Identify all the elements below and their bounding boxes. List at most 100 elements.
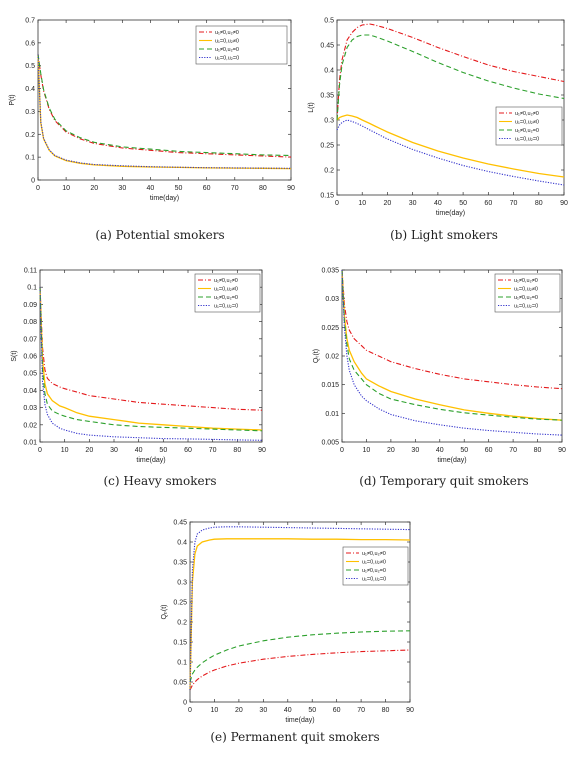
y-tick-label: 0.45 — [320, 43, 334, 50]
series-line-1 — [336, 23, 565, 121]
y-tick-label: 0.035 — [321, 268, 339, 275]
legend-label: u₁=0,u₂=0 — [514, 304, 538, 310]
x-tick-label: 90 — [287, 185, 295, 192]
y-tick-label: 0 — [183, 700, 187, 707]
y-tick-label: 0.07 — [23, 336, 37, 343]
x-tick-label: 0 — [335, 200, 339, 207]
x-tick-label: 60 — [203, 185, 211, 192]
x-tick-label: 0 — [188, 707, 192, 714]
x-tick-label: 80 — [382, 707, 390, 714]
y-tick-label: 0.35 — [320, 93, 334, 100]
y-tick-label: 0.3 — [25, 109, 35, 116]
chart-c: 0 10 20 30 40 50 60 70 80 90 0.01 0.02 0.03 0.04 0.05 0… — [11, 268, 266, 465]
legend-label: u₁≠0,u₂=0 — [362, 568, 386, 574]
y-tick-label: 0.1 — [177, 660, 187, 667]
y-tick-label: 0.2 — [177, 620, 187, 627]
x-tick-label: 20 — [235, 707, 243, 714]
x-axis-label: time(day) — [437, 457, 466, 464]
series-line-2 — [341, 269, 563, 421]
chart-e: 0 10 20 30 40 50 60 70 80 90 0 0.05 0.1 0.15 0.2 0.25 0.… — [161, 520, 414, 725]
x-tick-label: 10 — [62, 185, 70, 192]
y-tick-label: 0.25 — [173, 600, 187, 607]
y-tick-label: 0.04 — [23, 388, 37, 395]
legend-label: u₁≠0,u₂≠0 — [214, 278, 238, 284]
y-tick-label: 0.5 — [324, 18, 334, 25]
series-line-1 — [37, 54, 292, 158]
y-tick-label: 0 — [31, 178, 35, 185]
x-tick-label: 70 — [357, 707, 365, 714]
x-tick-label: 70 — [509, 447, 517, 454]
y-tick-label: 0.45 — [173, 520, 187, 527]
y-tick-label: 0.015 — [321, 382, 339, 389]
x-tick-label: 70 — [510, 200, 518, 207]
y-tick-label: 0.01 — [325, 411, 339, 418]
y-axis-label: S(t) — [11, 350, 18, 361]
x-tick-label: 40 — [284, 707, 292, 714]
y-tick-label: 0.15 — [173, 640, 187, 647]
x-tick-label: 90 — [406, 707, 414, 714]
x-tick-label: 40 — [434, 200, 442, 207]
series-line-3 — [189, 630, 411, 683]
legend-label: u₁=0,u₂≠0 — [214, 287, 238, 293]
legend-label: u₁≠0,u₂=0 — [514, 295, 538, 301]
y-tick-label: 0.4 — [324, 68, 334, 75]
x-tick-label: 0 — [38, 447, 42, 454]
x-tick-label: 20 — [384, 200, 392, 207]
chart-d: 0 10 20 30 40 50 60 70 80 90 0.005 0.01 0.015 0.02 0.0… — [313, 268, 566, 465]
series-line-3 — [336, 34, 565, 121]
x-tick-label: 40 — [147, 185, 155, 192]
y-tick-label: 0.1 — [25, 155, 35, 162]
legend-label: u₁=0,u₂≠0 — [362, 560, 386, 566]
series-line-2 — [39, 287, 263, 431]
y-tick-label: 0.25 — [320, 143, 334, 150]
series-line-2 — [189, 538, 411, 691]
y-tick-label: 0.3 — [324, 118, 334, 125]
chart-b: 0 10 20 30 40 50 60 70 80 90 0.15 0.2 0.25 0.3 0.35 0.4… — [308, 18, 568, 218]
y-axis-label: P(t) — [9, 94, 16, 105]
x-tick-label: 0 — [36, 185, 40, 192]
y-tick-label: 0.35 — [173, 560, 187, 567]
x-tick-label: 80 — [259, 185, 267, 192]
plot-frame — [37, 19, 292, 181]
plot-frame — [336, 19, 565, 196]
x-tick-label: 40 — [135, 447, 143, 454]
x-tick-label: 50 — [175, 185, 183, 192]
caption-c: (c) Heavy smokers — [103, 474, 217, 488]
legend-label: u₁≠0,u₂≠0 — [362, 551, 386, 557]
x-tick-label: 60 — [184, 447, 192, 454]
x-tick-label: 50 — [159, 447, 167, 454]
x-tick-label: 20 — [90, 185, 98, 192]
y-tick-label: 0.05 — [23, 371, 37, 378]
series-line-4 — [189, 526, 411, 691]
legend-label: u₁=0,u₂≠0 — [515, 120, 539, 126]
x-tick-label: 90 — [258, 447, 266, 454]
x-tick-label: 70 — [231, 185, 239, 192]
x-axis-label: time(day) — [136, 457, 165, 464]
caption-a: (a) Potential smokers — [95, 228, 225, 242]
legend-label: u₁≠0,u₂=0 — [515, 128, 539, 134]
caption-e: (e) Permanent quit smokers — [210, 730, 380, 744]
series-line-1 — [341, 269, 563, 390]
y-tick-label: 0.1 — [27, 285, 37, 292]
legend-label: u₁=0,u₂=0 — [362, 577, 386, 583]
series-line-1 — [39, 287, 263, 411]
x-tick-label: 50 — [308, 707, 316, 714]
y-tick-label: 0.005 — [321, 440, 339, 447]
y-tick-label: 0.09 — [23, 302, 37, 309]
plot-frame — [189, 521, 411, 703]
y-tick-label: 0.08 — [23, 319, 37, 326]
x-tick-label: 10 — [211, 707, 219, 714]
x-tick-label: 20 — [85, 447, 93, 454]
x-tick-label: 80 — [535, 200, 543, 207]
legend-label: u₁=0,u₂=0 — [215, 56, 239, 62]
legend-label: u₁=0,u₂=0 — [515, 137, 539, 143]
y-tick-label: 0.7 — [25, 18, 35, 25]
x-tick-label: 60 — [485, 447, 493, 454]
series-line-2 — [336, 114, 565, 178]
y-tick-label: 0.4 — [25, 86, 35, 93]
legend: u₁≠0,u₂≠0 u₁=0,u₂≠0 u₁≠0,u₂=0 u₁=0,u₂=0 — [495, 106, 563, 146]
y-tick-label: 0.2 — [324, 168, 334, 175]
x-tick-label: 50 — [459, 200, 467, 207]
y-tick-label: 0.6 — [25, 40, 35, 47]
legend-label: u₁=0,u₂=0 — [214, 304, 238, 310]
